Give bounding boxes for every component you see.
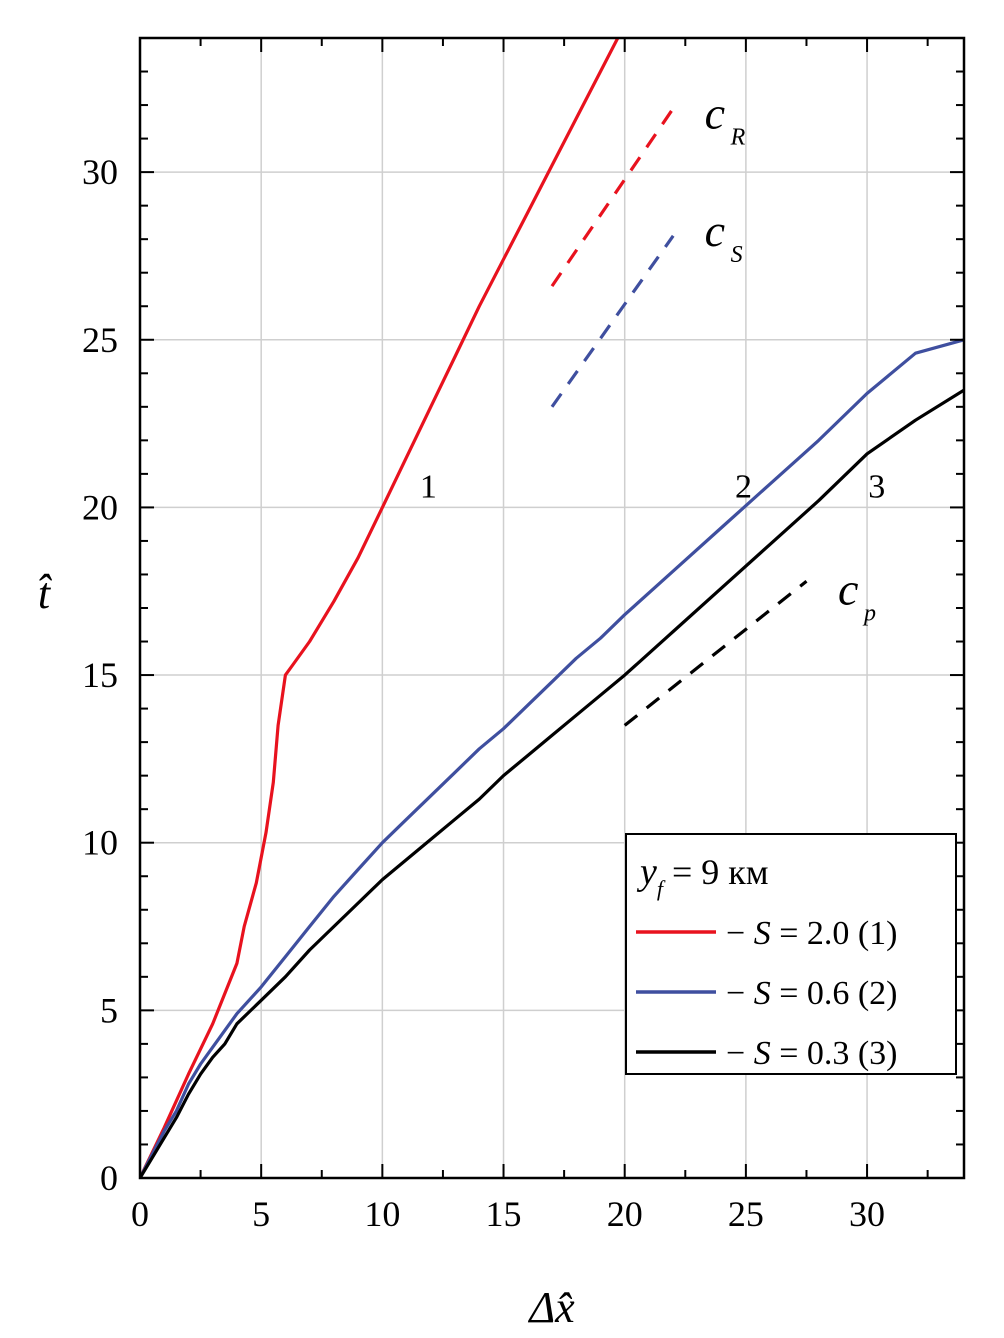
x-tick-label: 15 <box>486 1194 522 1234</box>
speed-label-subscript: S <box>731 242 743 268</box>
y-tick-label: 0 <box>100 1158 118 1198</box>
x-tick-label: 30 <box>849 1194 885 1234</box>
legend-entry-prefix: − <box>726 975 754 1012</box>
axes <box>138 36 966 1180</box>
legend-entry-prefix: − <box>726 915 754 952</box>
legend-entry-var: S <box>754 915 771 952</box>
legend-entry-text: = 0.3 (3) <box>771 1035 898 1072</box>
legend-box <box>625 833 957 1075</box>
legend-title-var: y <box>636 851 657 893</box>
speed-label-subscript: p <box>862 601 876 627</box>
legend-title-value: = 9 км <box>663 852 769 892</box>
speed-label: c <box>705 88 725 139</box>
legend-title: yf = 9 км <box>636 851 769 901</box>
speed-label: c <box>838 564 858 615</box>
legend-entry-var: S <box>754 975 771 1012</box>
dashed-series-line <box>623 579 808 727</box>
series-group <box>140 38 964 1178</box>
legend-entry-label: − S = 0.6 (2) <box>726 975 898 1012</box>
series-line <box>140 38 620 1178</box>
curve-number-label: 3 <box>868 468 885 505</box>
legend-entry-text: = 0.6 (2) <box>771 975 898 1012</box>
y-tick-label: 30 <box>82 152 118 192</box>
y-tick-label: 10 <box>82 823 118 863</box>
x-tick-label: 5 <box>252 1194 270 1234</box>
speed-label-subscript: R <box>730 125 746 151</box>
legend-entry-label: − S = 2.0 (1) <box>726 915 898 952</box>
dashed-series-line <box>550 107 675 288</box>
series-line <box>140 388 964 1178</box>
legend-entry-text: = 2.0 (1) <box>771 915 898 952</box>
x-tick-label: 10 <box>364 1194 400 1234</box>
legend: yf = 9 км− S = 2.0 (1)− S = 0.6 (2)− S =… <box>625 833 957 1075</box>
x-tick-label: 0 <box>131 1194 149 1234</box>
y-tick-label: 20 <box>82 487 118 527</box>
legend-entry-var: S <box>754 1035 771 1072</box>
curve-number-label: 1 <box>420 468 437 505</box>
legend-entry-prefix: − <box>726 1035 754 1072</box>
curve-number-label: 2 <box>735 468 752 505</box>
y-tick-label: 25 <box>82 320 118 360</box>
x-tick-label: 25 <box>728 1194 764 1234</box>
x-tick-label: 20 <box>607 1194 643 1234</box>
legend-entry-label: − S = 0.3 (3) <box>726 1035 898 1072</box>
y-axis-title: t̂ <box>38 569 53 618</box>
series-line <box>140 338 964 1178</box>
grid <box>140 38 964 1178</box>
y-tick-label: 15 <box>82 655 118 695</box>
x-axis-title: Δx̂ <box>527 1283 575 1332</box>
y-tick-label: 5 <box>100 990 118 1030</box>
dashed-series-line <box>550 234 675 408</box>
speed-label: c <box>705 205 725 256</box>
legend-title-sub: f <box>657 876 666 901</box>
